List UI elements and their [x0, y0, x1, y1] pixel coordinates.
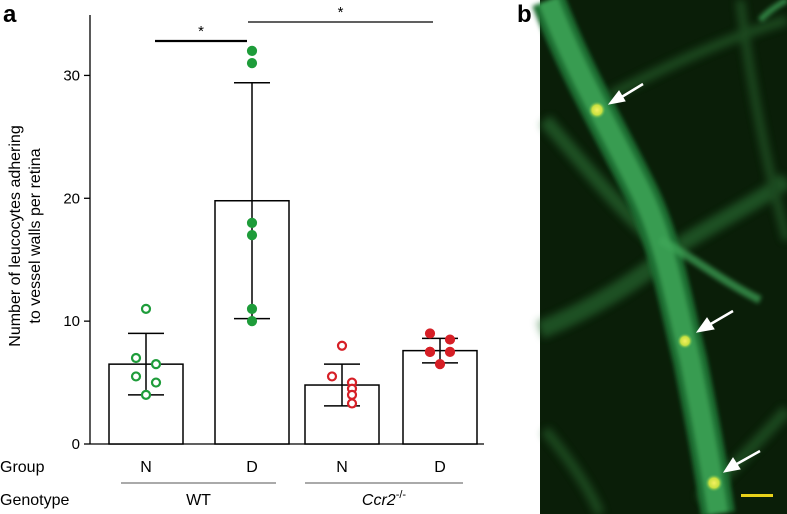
group-label: N — [336, 459, 348, 476]
arrows — [607, 82, 761, 473]
group-label: N — [140, 459, 152, 476]
significance-star: * — [338, 4, 344, 21]
data-point — [326, 371, 338, 382]
leucocyte-3 — [705, 474, 723, 492]
genotype-label: WT — [186, 492, 211, 509]
data-point — [140, 389, 152, 400]
y-ticks: 0 10 20 30 — [63, 67, 90, 453]
y-axis-label-line1: Number of leucocytes adhering — [7, 125, 24, 346]
panel-b-label: b — [517, 1, 532, 28]
genotype-label: Ccr2-/- — [362, 489, 407, 509]
data-point — [130, 352, 142, 364]
arrow-2-icon — [695, 309, 734, 333]
data-points — [130, 45, 456, 409]
y-tick-label: 0 — [72, 436, 80, 453]
bars — [108, 199, 478, 445]
group-label: D — [434, 459, 446, 476]
y-tick-label: 10 — [63, 313, 80, 330]
main-vessel — [532, 0, 787, 514]
data-point — [246, 45, 258, 56]
data-point — [346, 389, 358, 400]
significance-star: * — [198, 23, 204, 40]
data-point — [150, 359, 162, 370]
data-point — [424, 346, 436, 357]
data-point — [424, 328, 436, 339]
data-point — [444, 346, 456, 357]
group-label: D — [246, 459, 258, 476]
scale-bar — [741, 494, 773, 497]
data-point — [246, 303, 258, 314]
data-point — [246, 217, 258, 228]
data-point — [140, 303, 152, 314]
leucocyte-2 — [677, 333, 693, 349]
significance-brackets: ** — [155, 4, 433, 43]
leucocyte-1 — [588, 101, 606, 119]
group-row-label: Group — [0, 459, 45, 476]
micrograph — [532, 0, 787, 514]
y-axis-label-line2: to vessel walls per retina — [27, 148, 44, 323]
data-point — [130, 371, 142, 382]
data-point — [336, 340, 348, 351]
genotype-labels: WT Ccr2-/- — [121, 482, 463, 509]
data-point — [246, 230, 258, 241]
data-point — [346, 398, 358, 409]
data-point — [150, 377, 162, 388]
data-point — [246, 58, 258, 69]
panel-a-label: a — [3, 1, 17, 28]
y-tick-label: 20 — [63, 190, 80, 207]
data-point — [444, 334, 456, 345]
genotype-row-label: Genotype — [0, 492, 69, 509]
y-tick-label: 30 — [63, 67, 80, 84]
arrow-3-icon — [722, 449, 761, 473]
data-point — [434, 359, 446, 370]
data-point — [246, 316, 258, 327]
arrow-1-icon — [607, 82, 644, 105]
